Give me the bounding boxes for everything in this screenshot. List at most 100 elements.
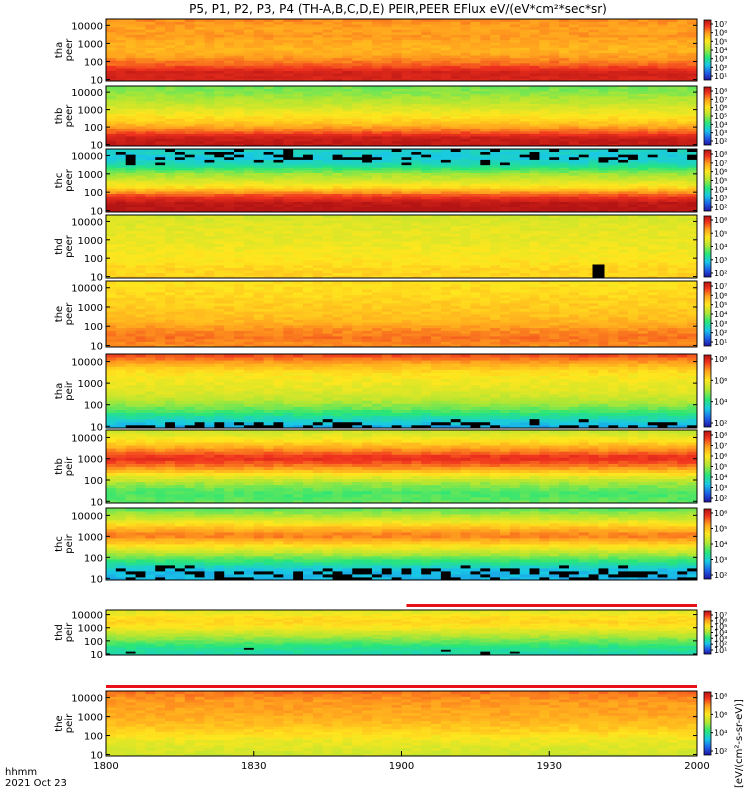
heatmap-cell xyxy=(174,251,186,255)
heatmap-cell xyxy=(687,175,698,179)
heatmap-cell xyxy=(519,118,530,122)
heatmap-cell xyxy=(549,31,560,35)
heatmap-cell xyxy=(312,103,324,107)
heatmap-cell xyxy=(598,128,609,132)
heatmap-cell xyxy=(125,264,136,268)
heatmap-cell xyxy=(155,88,166,92)
heatmap-cell xyxy=(145,96,156,99)
heatmap-cell xyxy=(371,34,383,38)
heatmap-cell xyxy=(509,113,521,117)
heatmap-cell xyxy=(657,113,668,117)
heatmap-cell xyxy=(135,183,146,187)
heatmap-cell xyxy=(519,267,530,271)
heatmap-cell xyxy=(125,170,136,174)
heatmap-cell xyxy=(184,113,196,117)
heatmap-cell xyxy=(391,93,402,97)
heatmap-cell xyxy=(293,188,304,192)
heatmap-cell xyxy=(312,24,324,28)
heatmap-cell xyxy=(293,131,304,134)
heatmap-cell xyxy=(578,170,590,174)
heatmap-cell xyxy=(637,62,649,66)
heatmap-cell xyxy=(519,188,530,192)
heatmap-cell xyxy=(106,42,117,46)
heatmap-cell xyxy=(293,193,304,197)
heatmap-cell xyxy=(303,209,314,213)
heatmap-cell xyxy=(303,267,314,271)
heatmap-cell xyxy=(401,204,412,208)
heatmap-cell xyxy=(155,34,166,38)
heatmap-cell xyxy=(529,78,540,82)
heatmap-cell xyxy=(263,44,274,48)
heatmap-cell xyxy=(352,126,363,129)
heatmap-cell xyxy=(243,204,255,208)
heatmap-cell xyxy=(559,52,570,56)
heatmap-cell xyxy=(608,42,619,46)
heatmap-cell xyxy=(322,196,333,200)
heatmap-cell xyxy=(362,39,373,43)
heatmap-cell xyxy=(243,180,255,184)
heatmap-cell xyxy=(519,151,530,155)
heatmap-cell xyxy=(362,136,373,139)
heatmap-cell xyxy=(234,91,245,94)
heatmap-cell xyxy=(578,55,590,59)
heatmap-cell xyxy=(588,98,599,102)
heatmap-cell xyxy=(529,34,540,38)
heatmap-cell xyxy=(509,111,521,114)
heatmap-cell xyxy=(431,175,442,179)
heatmap-cell xyxy=(303,34,314,38)
heatmap-cell xyxy=(253,177,264,181)
heatmap-cell xyxy=(628,188,639,192)
heatmap-cell xyxy=(480,177,491,181)
heatmap-cell xyxy=(440,206,452,210)
heatmap-cell xyxy=(509,259,521,263)
heatmap-cell xyxy=(283,70,294,74)
heatmap-cell xyxy=(618,123,629,127)
heatmap-cell xyxy=(155,262,166,266)
heatmap-cell xyxy=(224,116,235,119)
heatmap-cell xyxy=(411,47,422,51)
heatmap-cell xyxy=(312,143,324,147)
heatmap-cell xyxy=(628,101,639,104)
heatmap-cell xyxy=(174,62,186,66)
heatmap-cell xyxy=(480,50,491,53)
heatmap-cell xyxy=(312,73,324,77)
heatmap-cell xyxy=(165,34,176,38)
heatmap-cell xyxy=(135,101,146,104)
heatmap-cell xyxy=(253,62,264,66)
heatmap-cell xyxy=(460,151,471,155)
heatmap-cell xyxy=(135,175,146,179)
heatmap-cell xyxy=(490,204,501,208)
heatmap-cell xyxy=(667,191,678,195)
heatmap-cell xyxy=(125,93,136,97)
heatmap-cell xyxy=(519,108,530,112)
heatmap-cell xyxy=(234,262,245,266)
heatmap-cell xyxy=(303,156,314,160)
heatmap-cell xyxy=(224,156,235,160)
heatmap-cell xyxy=(490,70,501,74)
heatmap-cell xyxy=(342,50,353,53)
heatmap-cell xyxy=(106,116,117,119)
heatmap-cell xyxy=(460,47,471,51)
heatmap-cell xyxy=(332,60,343,64)
heatmap-cell xyxy=(293,60,304,64)
heatmap-cell xyxy=(214,101,225,104)
heatmap-cell xyxy=(657,201,668,205)
heatmap-cell xyxy=(568,39,580,43)
heatmap-cell xyxy=(628,254,639,258)
heatmap-cell xyxy=(657,131,668,134)
heatmap-cell xyxy=(431,123,442,127)
heatmap-cell xyxy=(224,68,235,72)
heatmap-cell xyxy=(568,29,580,33)
heatmap-cell xyxy=(431,133,442,137)
heatmap-cell xyxy=(568,73,580,77)
heatmap-cell xyxy=(421,65,432,69)
heatmap-cell xyxy=(165,201,176,205)
heatmap-cell xyxy=(125,91,136,94)
heatmap-cell xyxy=(647,196,658,200)
heatmap-cell xyxy=(332,68,343,72)
heatmap-cell xyxy=(568,180,580,184)
heatmap-cell xyxy=(303,262,314,266)
heatmap-cell xyxy=(539,259,550,263)
heatmap-cell xyxy=(500,156,511,160)
heatmap-cell xyxy=(637,138,649,142)
